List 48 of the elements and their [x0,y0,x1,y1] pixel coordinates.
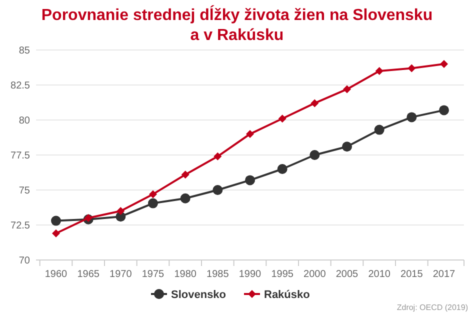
point [52,229,60,238]
point [214,152,222,160]
point [277,164,288,174]
x-tick-label: 1980 [174,269,197,280]
x-tick-label: 2005 [336,269,359,280]
point [440,60,448,68]
y-tick-label: 82.5 [10,80,30,92]
point [310,150,320,160]
legend-label: Slovensko [171,288,226,301]
point [180,193,190,204]
point [310,99,319,108]
x-tick-label: 1965 [77,269,100,280]
point [245,175,255,186]
point [148,198,158,208]
point [408,64,416,72]
point [439,105,449,116]
x-tick-label: 2015 [400,269,424,280]
point [343,85,351,94]
point [84,214,92,222]
point [246,130,254,138]
point [149,190,157,198]
y-tick-label: 72.5 [10,220,30,232]
x-tick-label: 1995 [271,269,294,280]
x-tick-label: 1970 [110,269,132,280]
point [212,185,223,195]
x-tick-label: 2017 [432,269,456,280]
point [181,170,190,179]
point [374,124,384,135]
x-tick-label: 1975 [142,269,165,280]
y-tick-label: 85 [18,46,30,56]
y-tick-label: 77.5 [10,150,30,162]
x-tick-label: 2000 [304,269,326,280]
chart-title: Porovnanie strednej dĺžky života žien na Slovensku a v Rakúsku [41,5,433,44]
x-tick-label: 1985 [206,269,230,280]
x-tick-label: 1990 [238,269,262,280]
legend-label: Rakúsko [264,288,310,301]
point [342,142,352,152]
x-tick-label: 2010 [368,269,391,280]
point [375,67,384,75]
y-tick-label: 75 [18,186,30,196]
text: Zdroj: OECD (2019) [396,303,468,312]
point [116,207,125,215]
y-tick-label: 80 [18,116,30,126]
x-tick-label: 1960 [44,269,68,280]
point [51,216,61,226]
y-tick-label: 70 [18,256,30,266]
point [406,112,417,122]
point [278,114,286,123]
